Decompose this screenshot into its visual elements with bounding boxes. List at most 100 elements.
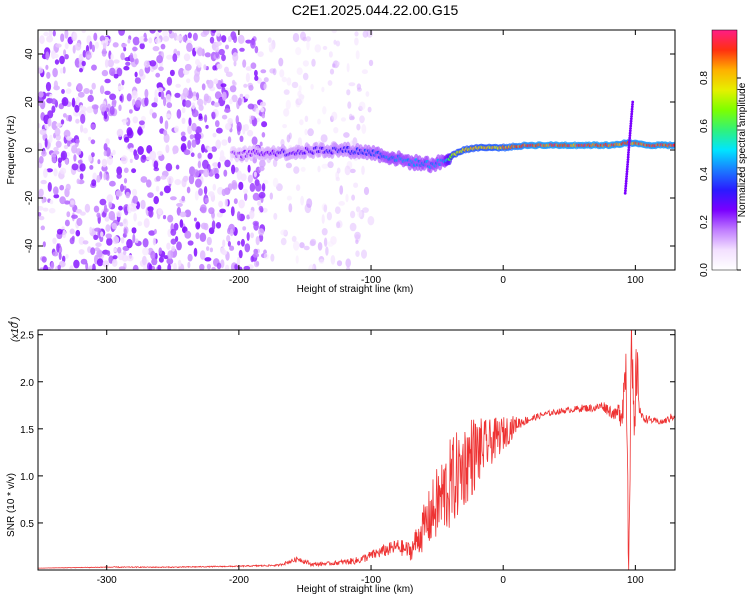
noise-blob — [184, 100, 192, 108]
noise-blob — [174, 179, 182, 186]
spike-point — [627, 151, 630, 154]
noise-blob — [216, 30, 221, 37]
noise-blob — [166, 102, 173, 109]
spectrogram-xtick-label: -300 — [97, 275, 117, 286]
noise-blob — [310, 238, 317, 246]
spike-point — [627, 148, 631, 152]
noise-blob — [40, 225, 45, 231]
spectrogram-ylabel: Frequency (Hz) — [6, 116, 17, 185]
noise-blob — [152, 46, 160, 52]
noise-blob — [45, 81, 52, 92]
noise-blob — [238, 199, 245, 209]
noise-blob — [202, 159, 209, 170]
noise-blob — [321, 228, 328, 236]
noise-blob — [73, 154, 77, 162]
noise-blob — [91, 82, 96, 90]
noise-blob — [258, 205, 264, 212]
spectrogram-ytick-label: -40 — [24, 238, 35, 253]
noise-blob — [209, 36, 215, 44]
noise-blob — [146, 156, 151, 161]
noise-blob — [109, 180, 116, 187]
noise-blob — [310, 83, 314, 90]
noise-blob — [53, 168, 58, 177]
noise-blob — [356, 123, 361, 131]
noise-blob — [317, 165, 321, 173]
noise-blob — [160, 91, 165, 100]
noise-blob — [77, 159, 83, 164]
noise-blob — [189, 134, 194, 140]
noise-blob — [293, 166, 300, 174]
snr-multiplier-close: ) — [10, 317, 21, 321]
noise-blob — [162, 215, 167, 220]
noise-blob — [109, 67, 116, 77]
snr-multiplier-exponent: 4 — [8, 321, 15, 325]
noise-blob — [88, 154, 92, 162]
noise-blob — [155, 72, 161, 78]
noise-blob — [317, 118, 321, 125]
noise-blob — [62, 113, 67, 118]
noise-blob — [361, 249, 367, 259]
noise-blob — [221, 188, 227, 197]
noise-blob — [233, 60, 237, 67]
noise-blob — [123, 46, 127, 52]
noise-blob — [187, 140, 192, 150]
noise-blob — [69, 265, 74, 270]
noise-blob — [216, 212, 223, 218]
noise-blob — [211, 146, 218, 153]
snr-xlabel: Height of straight line (km) — [297, 584, 414, 595]
noise-blob — [127, 203, 133, 214]
noise-blob — [110, 215, 116, 221]
noise-blob — [282, 124, 287, 129]
noise-blob — [49, 199, 54, 205]
noise-blob — [111, 259, 118, 267]
noise-blob — [89, 265, 93, 270]
noise-blob — [254, 45, 259, 54]
noise-blob — [199, 250, 206, 260]
noise-blob — [187, 124, 193, 135]
noise-blob — [140, 199, 146, 210]
noise-blob — [91, 64, 97, 71]
snr-ytick-label: 0.5 — [20, 519, 34, 530]
noise-blob — [237, 34, 245, 45]
noise-blob — [68, 114, 73, 122]
noise-blob — [206, 263, 211, 270]
noise-blob — [135, 99, 142, 108]
spike-point — [623, 191, 627, 195]
noise-blob — [219, 150, 225, 159]
noise-blob — [155, 32, 160, 38]
noise-blob — [99, 103, 107, 112]
noise-blob — [52, 30, 56, 37]
noise-blob — [247, 129, 254, 137]
noise-blob — [132, 264, 139, 270]
noise-blob — [131, 90, 138, 100]
noise-blob — [38, 122, 41, 129]
noise-blob — [269, 192, 273, 200]
noise-blob — [247, 103, 255, 110]
noise-blob — [61, 97, 69, 107]
spectrogram-heatmap — [38, 30, 675, 270]
noise-blob — [65, 183, 71, 191]
noise-blob — [296, 67, 303, 75]
noise-blob — [129, 109, 133, 114]
noise-blob — [242, 226, 247, 231]
noise-blob — [238, 249, 243, 259]
spike-point — [625, 167, 629, 171]
noise-blob — [230, 206, 235, 217]
noise-blob — [42, 207, 49, 212]
noise-blob — [104, 90, 111, 95]
noise-blob — [113, 73, 119, 79]
noise-blob — [270, 253, 275, 262]
noise-blob — [247, 164, 251, 173]
noise-blob — [362, 30, 369, 38]
noise-blob — [117, 85, 124, 91]
noise-blob — [239, 93, 244, 98]
noise-blob — [353, 182, 359, 188]
noise-blob — [153, 196, 159, 205]
noise-blob — [64, 30, 69, 39]
noise-blob — [43, 264, 49, 270]
noise-blob — [268, 43, 274, 53]
noise-blob — [47, 182, 52, 192]
noise-blob — [336, 260, 343, 267]
noise-blob — [215, 120, 220, 128]
noise-blob — [122, 120, 127, 126]
